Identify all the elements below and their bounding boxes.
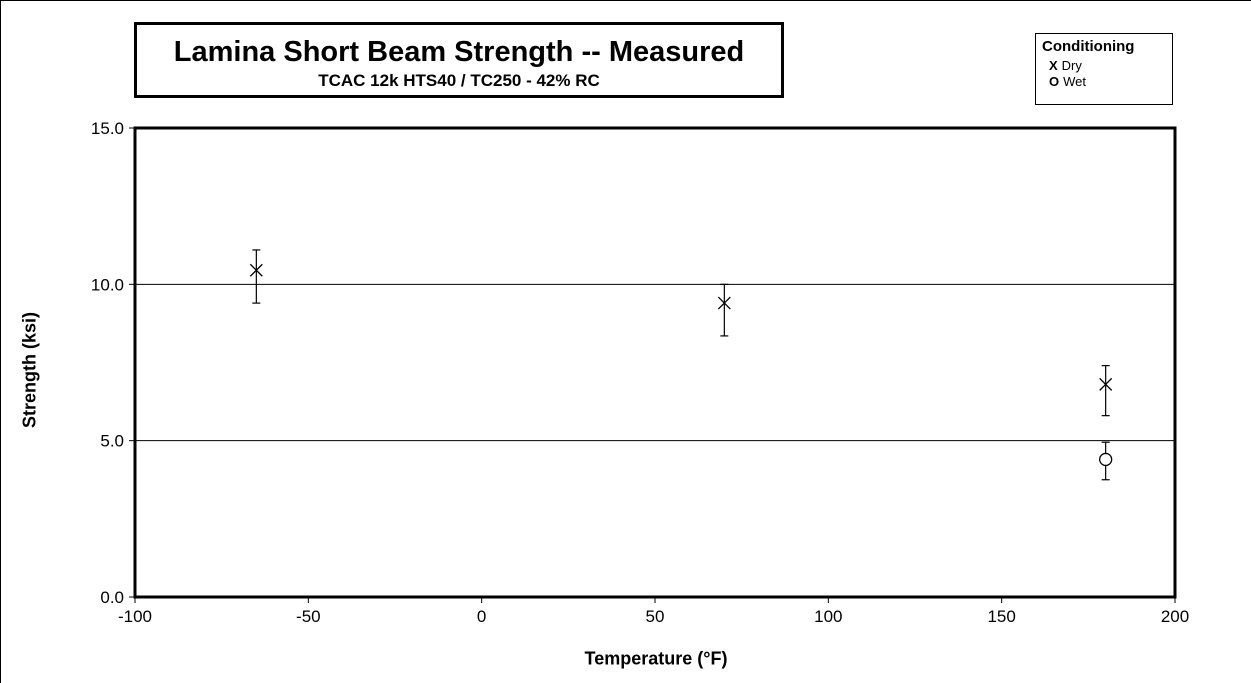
x-tick-label: 0 bbox=[477, 607, 486, 626]
x-tick-label: 100 bbox=[814, 607, 842, 626]
legend-entry-wet: O Wet bbox=[1049, 74, 1086, 89]
x-marker-stroke bbox=[1099, 377, 1113, 391]
x-tick-label: 150 bbox=[987, 607, 1015, 626]
x-tick-label: -100 bbox=[118, 607, 152, 626]
legend-label-wet: Wet bbox=[1063, 74, 1087, 89]
legend-label-dry: Dry bbox=[1061, 58, 1082, 73]
x-marker-stroke bbox=[249, 263, 263, 277]
x-axis-label: Temperature (°F) bbox=[584, 648, 728, 669]
data-marks bbox=[249, 249, 1113, 481]
x-tick-label: 50 bbox=[646, 607, 665, 626]
y-axis-ticks: 0.0 5.0 10.0 15.0 bbox=[91, 119, 135, 607]
o-marker-circle bbox=[1099, 452, 1113, 467]
data-point-o-marker bbox=[1099, 441, 1113, 481]
title-box: Lamina Short Beam Strength -- Measured T… bbox=[134, 22, 784, 98]
legend-title: Conditioning bbox=[1042, 38, 1135, 55]
chart-title: Lamina Short Beam Strength -- Measured bbox=[173, 36, 745, 68]
x-marker-stroke bbox=[717, 296, 731, 310]
y-tick-label: 5.0 bbox=[100, 432, 124, 451]
data-point-x-marker bbox=[717, 283, 731, 337]
y-tick-label: 0.0 bbox=[100, 588, 124, 607]
data-point-x-marker bbox=[1099, 365, 1113, 417]
legend-marker-wet: O bbox=[1049, 74, 1060, 89]
y-tick-label: 15.0 bbox=[91, 119, 124, 138]
y-tick-label: 10.0 bbox=[91, 275, 124, 294]
legend-marker-dry: X bbox=[1049, 58, 1058, 73]
plot-area bbox=[133, 126, 1177, 599]
y-axis-label: Strength (ksi) bbox=[19, 311, 40, 429]
x-tick-label: 200 bbox=[1161, 607, 1189, 626]
data-point-x-marker bbox=[249, 249, 263, 304]
x-tick-label: -50 bbox=[296, 607, 321, 626]
legend-entry-dry: X Dry bbox=[1049, 58, 1082, 73]
gridlines bbox=[135, 283, 1175, 442]
chart-subtitle: TCAC 12k HTS40 / TC250 - 42% RC bbox=[318, 71, 600, 90]
x-axis-ticks: -100 -50 0 50 100 150 200 bbox=[118, 597, 1189, 626]
legend: Conditioning X Dry O Wet bbox=[1035, 33, 1173, 105]
